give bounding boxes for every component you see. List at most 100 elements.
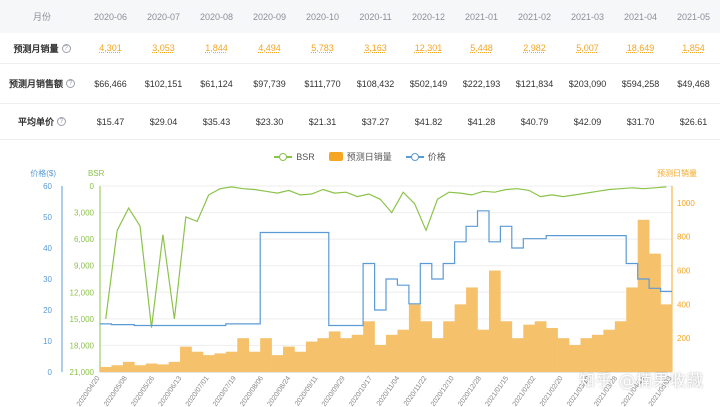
revenue-cell: $49,468 <box>667 79 720 89</box>
bsr-axis-label: BSR <box>88 169 105 178</box>
price-cell-value: $21.31 <box>308 116 337 127</box>
revenue-cell-value: $594,258 <box>621 78 660 89</box>
sales-cell[interactable]: 3,053 <box>137 43 190 53</box>
month-header: 2021-02 <box>508 12 561 22</box>
sales-cell[interactable]: 5,007 <box>561 43 614 53</box>
bsr-tick-label: 21,000 <box>70 368 95 377</box>
daily-sales-bar <box>477 329 490 372</box>
price-cell-value: $26.61 <box>679 116 708 127</box>
daily-sales-bar <box>431 338 444 372</box>
question-circle-icon[interactable]: ? <box>66 79 75 88</box>
daily-sales-bar <box>237 338 250 372</box>
x-tick-label: 2020/08/24 <box>266 375 292 407</box>
daily-sales-bar <box>340 338 352 372</box>
question-circle-icon[interactable]: ? <box>57 117 66 126</box>
daily-sales-bar <box>649 253 661 372</box>
sales-cell[interactable]: 3,163 <box>349 43 402 53</box>
x-tick-label: 2021/01/15 <box>484 375 510 407</box>
sales-tick-label: 400 <box>677 300 691 309</box>
revenue-cell: $108,432 <box>349 79 402 89</box>
sales-cell[interactable]: 1,844 <box>190 43 243 53</box>
price-cell-value: $37.27 <box>361 116 390 127</box>
month-header: 2020-08 <box>190 12 243 22</box>
price-tick-label: 60 <box>43 182 52 191</box>
price-cell-value: $15.47 <box>96 116 125 127</box>
month-header: 2020-09 <box>243 12 296 22</box>
sales-cell[interactable]: 2,982 <box>508 43 561 53</box>
revenue-cell-value: $111,770 <box>304 78 341 89</box>
x-tick-label: 2020/07/01 <box>185 375 211 407</box>
sales-cell-value[interactable]: 12,301 <box>414 43 443 53</box>
sales-cell-value[interactable]: 4,494 <box>258 43 281 53</box>
month-header-value: 2021-04 <box>623 11 658 22</box>
revenue-cell-value: $108,432 <box>356 78 395 89</box>
legend-item-bsr[interactable]: BSR <box>274 150 315 163</box>
month-header: 2020-12 <box>402 12 455 22</box>
sales-cell-value[interactable]: 5,007 <box>576 43 599 53</box>
sales-cell-value[interactable]: 4,301 <box>99 43 122 53</box>
x-tick-label: 2020/07/19 <box>212 375 238 407</box>
revenue-cell: $102,151 <box>137 79 190 89</box>
bsr-series-line <box>105 186 667 328</box>
revenue-cell-value: $203,090 <box>568 78 607 89</box>
bar-swatch-icon <box>328 152 343 161</box>
bsr-tick-label: 18,000 <box>70 341 95 350</box>
sales-cell[interactable]: 4,301 <box>84 43 137 53</box>
sales-cell-value[interactable]: 2,982 <box>523 43 546 53</box>
sales-cell-value[interactable]: 3,053 <box>152 43 175 53</box>
daily-sales-bar <box>225 351 238 372</box>
x-tick-label: 2021/02/02 <box>512 375 538 407</box>
sales-cell-value[interactable]: 1,844 <box>205 43 228 53</box>
legend-item-daily-sales[interactable]: 预测日销量 <box>328 150 392 163</box>
daily-sales-bar <box>134 365 147 372</box>
price-series-line <box>100 210 672 327</box>
month-header: 2020-07 <box>137 12 190 22</box>
daily-sales-bar <box>511 338 524 372</box>
daily-sales-bar <box>626 287 638 372</box>
revenue-cell-value: $61,124 <box>200 78 233 89</box>
daily-sales-bar <box>260 338 272 372</box>
price-cell: $26.61 <box>667 117 720 127</box>
x-tick-label: 2020/05/08 <box>103 375 129 407</box>
month-header-value: 2021-02 <box>517 11 552 22</box>
sales-cell-value[interactable]: 5,783 <box>311 43 334 53</box>
price-axis-label: 价格($) <box>30 168 56 178</box>
month-header-value: 2020-09 <box>252 11 287 22</box>
sales-cell[interactable]: 5,783 <box>296 43 349 53</box>
daily-sales-bar <box>248 351 261 372</box>
price-cell-value: $31.70 <box>626 116 655 127</box>
sales-cell[interactable]: 4,494 <box>243 43 296 53</box>
daily-sales-bar <box>443 321 455 372</box>
price-cell: $41.28 <box>455 117 508 127</box>
price-cell: $21.31 <box>296 117 349 127</box>
sales-cell[interactable]: 12,301 <box>402 43 455 53</box>
sales-cell-value[interactable]: 3,163 <box>364 43 387 53</box>
daily-sales-bar <box>534 321 547 372</box>
daily-sales-bar <box>100 366 112 372</box>
sales-cell-value[interactable]: 1,854 <box>682 43 705 53</box>
bsr-tick-label: 12,000 <box>70 288 95 297</box>
legend-item-price[interactable]: 价格 <box>405 150 446 163</box>
daily-sales-bar <box>363 321 375 372</box>
daily-sales-bar <box>488 270 501 372</box>
price-cell-value: $35.43 <box>202 116 231 127</box>
sales-cell[interactable]: 1,854 <box>667 43 720 53</box>
chart-plot: 价格($) BSR 预测日销量605040302010003,0006,0009,0… <box>30 168 697 407</box>
revenue-cell-value: $102,151 <box>144 78 183 89</box>
price-cell-value: $42.09 <box>573 116 602 127</box>
daily-sales-bar <box>122 361 135 372</box>
daily-sales-bar <box>523 324 536 372</box>
sales-cell-value[interactable]: 5,448 <box>470 43 493 53</box>
revenue-cell-value: $121,834 <box>515 78 554 89</box>
row-average-price: 平均单价? $15.47 $29.04 $35.43 $23.30 $21.31 $37.… <box>0 104 720 140</box>
price-cell: $23.30 <box>243 117 296 127</box>
price-cell: $31.70 <box>614 117 667 127</box>
price-tick-label: 0 <box>48 368 53 377</box>
revenue-cell: $594,258 <box>614 79 667 89</box>
x-tick-label: 2020/06/13 <box>158 375 184 407</box>
sales-cell[interactable]: 18,649 <box>614 43 667 53</box>
question-circle-icon[interactable]: ? <box>61 43 71 53</box>
sales-cell[interactable]: 5,448 <box>455 43 508 53</box>
sales-cell-value[interactable]: 18,649 <box>626 43 655 53</box>
month-header-value: 2021-03 <box>570 11 605 22</box>
